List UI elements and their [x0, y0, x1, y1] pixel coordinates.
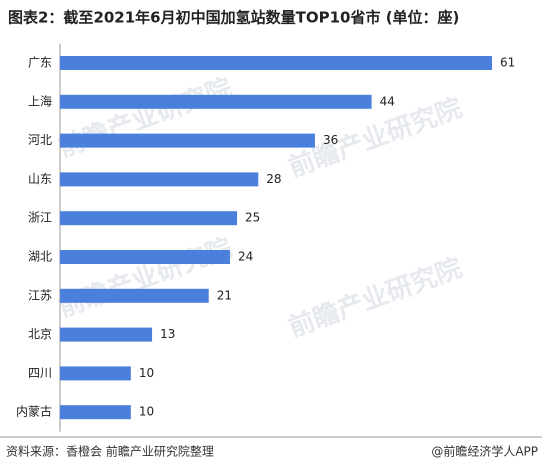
watermark: 前瞻产业研究院: [54, 232, 236, 323]
value-label: 13: [160, 327, 175, 341]
value-label: 21: [217, 288, 232, 302]
value-label: 25: [245, 211, 260, 225]
bar: [60, 56, 492, 70]
bar: [60, 366, 131, 381]
y-tick-label: 湖北: [28, 249, 52, 264]
y-tick-label: 江苏: [28, 288, 52, 302]
y-tick-label: 四川: [28, 366, 52, 380]
y-tick-label: 广东: [28, 56, 52, 70]
value-label: 61: [500, 56, 515, 70]
bar: [60, 94, 372, 109]
y-tick-label: 内蒙古: [16, 404, 52, 419]
value-label: 28: [266, 172, 281, 186]
bar: [60, 327, 153, 342]
value-label: 24: [238, 250, 253, 264]
value-label: 44: [380, 94, 395, 108]
bar: [60, 211, 238, 226]
bar: [60, 133, 315, 148]
y-tick-label: 北京: [28, 327, 52, 341]
value-label: 10: [139, 405, 154, 419]
chart-title: 图表2：截至2021年6月初中国加氢站数量TOP10省市 (单位：座): [8, 9, 459, 27]
y-tick-label: 河北: [28, 133, 52, 147]
value-label: 36: [323, 133, 338, 147]
y-tick-label: 山东: [28, 172, 52, 186]
credit: @前瞻经济学人APP: [431, 444, 538, 459]
source: 资料来源：香橙会 前瞻产业研究院整理: [6, 444, 214, 459]
bar: [60, 288, 209, 303]
value-label: 10: [139, 366, 154, 380]
bar: [60, 172, 259, 187]
y-tick-label: 上海: [28, 93, 52, 108]
y-tick-label: 浙江: [28, 211, 52, 225]
bar: [60, 250, 230, 264]
watermark: 前瞻产业研究院: [284, 252, 466, 343]
watermark: 前瞻产业研究院: [54, 72, 236, 163]
bar: [60, 405, 131, 420]
